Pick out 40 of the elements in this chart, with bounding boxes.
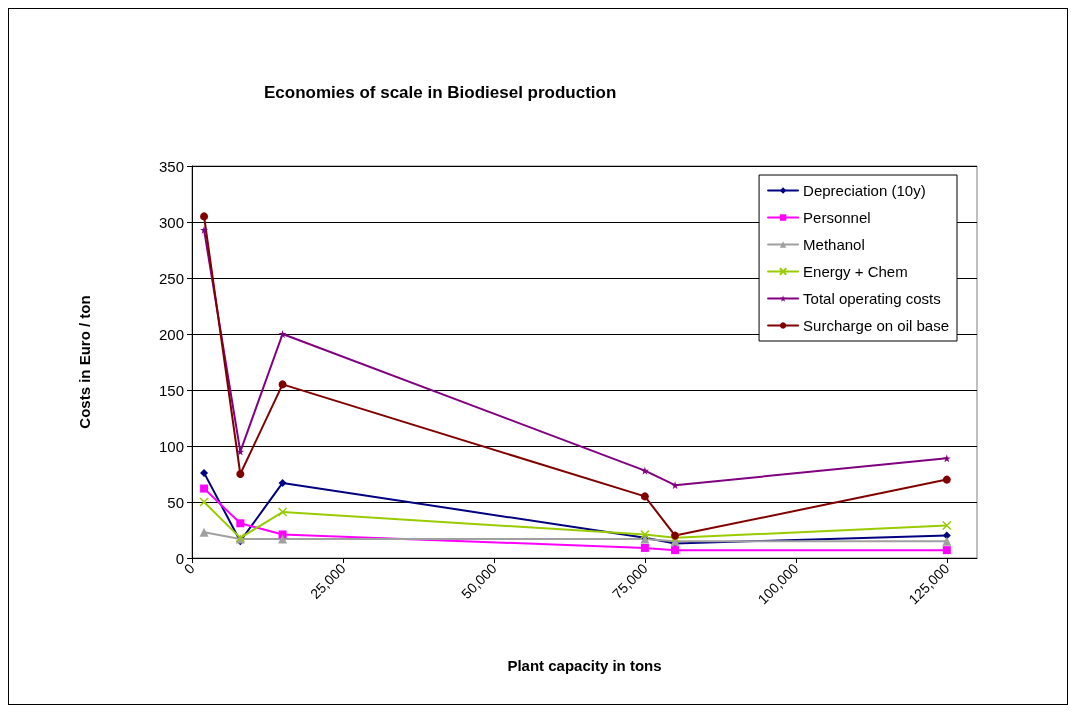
point bbox=[942, 475, 951, 484]
legend-label: Total operating costs bbox=[803, 290, 941, 307]
y-tick-label: 300 bbox=[158, 213, 184, 231]
legend-label: Surcharge on oil base bbox=[803, 317, 950, 334]
y-tick-label: 100 bbox=[158, 437, 184, 455]
point bbox=[671, 546, 680, 555]
point bbox=[942, 536, 952, 546]
point bbox=[640, 466, 649, 475]
point bbox=[200, 212, 209, 221]
point bbox=[236, 519, 245, 528]
legend-label: Energy + Chem bbox=[803, 263, 908, 280]
y-tick-label: 350 bbox=[158, 157, 184, 175]
legend-label: Depreciation (10y) bbox=[803, 182, 926, 199]
chart-title: Economies of scale in Biodiesel production bbox=[264, 83, 617, 102]
y-tick-label: 150 bbox=[158, 381, 184, 399]
legend-label: Methanol bbox=[803, 236, 865, 253]
point bbox=[199, 527, 209, 537]
point bbox=[236, 470, 245, 478]
point bbox=[278, 530, 287, 539]
point bbox=[278, 380, 287, 389]
point bbox=[200, 468, 209, 477]
point bbox=[200, 225, 209, 234]
point bbox=[278, 478, 287, 487]
point bbox=[278, 330, 287, 338]
point bbox=[200, 484, 209, 493]
point bbox=[199, 497, 209, 507]
point bbox=[277, 507, 288, 517]
point bbox=[640, 529, 650, 540]
point bbox=[942, 520, 952, 531]
y-tick-label: 250 bbox=[158, 269, 184, 287]
x-axis-title: Plant capacity in tons bbox=[507, 657, 662, 674]
point bbox=[640, 492, 649, 501]
y-tick-label: 50 bbox=[167, 493, 184, 511]
y-tick-label: 0 bbox=[175, 549, 184, 567]
point bbox=[942, 454, 951, 463]
legend-label: Personnel bbox=[803, 209, 871, 226]
y-tick-label: 200 bbox=[158, 325, 184, 343]
point bbox=[640, 543, 649, 552]
y-axis-title: Costs in Euro / ton bbox=[76, 295, 93, 429]
point bbox=[942, 546, 951, 555]
